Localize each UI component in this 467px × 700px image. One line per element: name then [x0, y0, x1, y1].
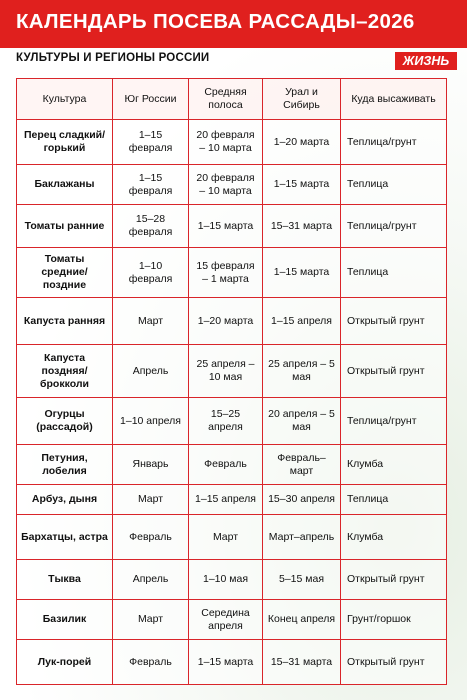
table-cell: Теплица [340, 247, 447, 298]
table-cell: Теплица/грунт [340, 119, 447, 165]
table-row: Перец сладкий/ горький 1–15 февраля 20 фев… [16, 119, 447, 165]
table-cell: Капуста ранняя [16, 297, 113, 345]
table-cell: Открытый грунт [340, 297, 447, 345]
table-cell: Открытый грунт [340, 639, 447, 685]
title-bar: КАЛЕНДАРЬ ПОСЕВА РАССАДЫ–2026 [0, 0, 467, 48]
table-cell: 1–15 февраля [112, 119, 189, 165]
title: КАЛЕНДАРЬ ПОСЕВА РАССАДЫ–2026 [16, 10, 415, 33]
table-cell: Теплица [340, 484, 447, 515]
table-cell: Томаты ранние [16, 204, 113, 248]
table-cell: 15 февраля – 1 марта [188, 247, 263, 298]
table-cell: 15–31 марта [262, 639, 341, 685]
table-cell: Март [112, 297, 189, 345]
table-cell: Февраль–март [262, 444, 341, 485]
table-row: Арбуз, дыня Март 1–15 апреля 15–30 апреля Те… [16, 484, 447, 515]
table-cell: Февраль [112, 514, 189, 560]
header-row: Культура Юг России Средняя полоса Урал и Си… [16, 78, 447, 120]
table-row: Капуста ранняя Март 1–20 марта 1–15 апреля О… [16, 297, 447, 345]
table-cell: Февраль [188, 444, 263, 485]
table-cell: 1–15 апреля [262, 297, 341, 345]
table-cell: Огурцы (рассадой) [16, 397, 113, 445]
table-cell: 5–15 мая [262, 559, 341, 600]
table-cell: 1–15 февраля [112, 164, 189, 205]
table-cell: Конец апреля [262, 599, 341, 640]
table-cell: 25 апреля – 5 мая [262, 344, 341, 398]
table-cell: Март [188, 514, 263, 560]
table-cell: 1–15 марта [262, 164, 341, 205]
table-cell: Март–апрель [262, 514, 341, 560]
column-header: Культура [16, 78, 113, 120]
table-cell: 20 февраля – 10 марта [188, 164, 263, 205]
column-header: Юг России [112, 78, 189, 120]
table-cell: Грунт/горшок [340, 599, 447, 640]
table-cell: 1–20 марта [262, 119, 341, 165]
table-cell: Теплица [340, 164, 447, 205]
table-row: Лук-порей Февраль 1–15 марта 15–31 марта Отк… [16, 639, 447, 685]
table-cell: 25 апреля – 10 мая [188, 344, 263, 398]
table-cell: 20 февраля – 10 марта [188, 119, 263, 165]
table-cell: 1–10 февраля [112, 247, 189, 298]
table-cell: Март [112, 599, 189, 640]
table-cell: Теплица/грунт [340, 204, 447, 248]
table-cell: Открытый грунт [340, 344, 447, 398]
table-cell: Клумба [340, 444, 447, 485]
table-cell: Тыква [16, 559, 113, 600]
table-cell: Арбуз, дыня [16, 484, 113, 515]
table-cell: Томаты средние/ поздние [16, 247, 113, 298]
table-body: Перец сладкий/ горький 1–15 февраля 20 фев… [16, 119, 447, 685]
table-cell: Апрель [112, 559, 189, 600]
table-cell: 1–20 марта [188, 297, 263, 345]
table-row: Томаты ранние 15–28 февраля 1–15 марта 15–3… [16, 204, 447, 248]
table-row: Баклажаны 1–15 февраля 20 февраля – 10 мар… [16, 164, 447, 205]
table-row: Огурцы (рассадой) 1–10 апреля 15–25 апреля… [16, 397, 447, 445]
table-cell: 1–10 апреля [112, 397, 189, 445]
table-cell: 15–28 февраля [112, 204, 189, 248]
table-row: Бархатцы, астра Февраль Март Март–апрель Клу… [16, 514, 447, 560]
table-cell: Перец сладкий/ горький [16, 119, 113, 165]
column-header: Урал и Сибирь [262, 78, 341, 120]
table-cell: 15–25 апреля [188, 397, 263, 445]
table-row: Тыква Апрель 1–10 мая 5–15 мая Открытый грун… [16, 559, 447, 600]
table-cell: 20 апреля – 5 мая [262, 397, 341, 445]
table-cell: Середина апреля [188, 599, 263, 640]
table-row: Петуния, лобелия Январь Февраль Февраль–мар… [16, 444, 447, 485]
subtitle: КУЛЬТУРЫ И РЕГИОНЫ РОССИИ [16, 52, 210, 64]
table-row: Томаты средние/ поздние 1–10 февраля 15 фе… [16, 247, 447, 298]
table-cell: 1–15 апреля [188, 484, 263, 515]
table-cell: Лук-порей [16, 639, 113, 685]
table-row: Капуста поздняя/ брокколи Апрель 25 апреля… [16, 344, 447, 398]
table-cell: Базилик [16, 599, 113, 640]
table-cell: Открытый грунт [340, 559, 447, 600]
table: Культура Юг России Средняя полоса Урал и Си… [16, 78, 447, 685]
table-cell: 1–15 марта [188, 204, 263, 248]
table-cell: Баклажаны [16, 164, 113, 205]
table-cell: Петуния, лобелия [16, 444, 113, 485]
table-cell: Клумба [340, 514, 447, 560]
table-cell: 1–10 мая [188, 559, 263, 600]
column-header: Куда высаживать [340, 78, 447, 120]
table-cell: 1–15 марта [262, 247, 341, 298]
table-cell: 15–30 апреля [262, 484, 341, 515]
table-cell: Бархатцы, астра [16, 514, 113, 560]
table-cell: Февраль [112, 639, 189, 685]
table-cell: Теплица/грунт [340, 397, 447, 445]
table-cell: Март [112, 484, 189, 515]
brand-logo: ЖИЗНЬ [395, 52, 457, 70]
table-cell: 1–15 марта [188, 639, 263, 685]
table-cell: Капуста поздняя/ брокколи [16, 344, 113, 398]
column-header: Средняя полоса [188, 78, 263, 120]
table-row: Базилик Март Середина апреля Конец апреля Гр… [16, 599, 447, 640]
table-cell: Апрель [112, 344, 189, 398]
table-cell: 15–31 марта [262, 204, 341, 248]
table-cell: Январь [112, 444, 189, 485]
